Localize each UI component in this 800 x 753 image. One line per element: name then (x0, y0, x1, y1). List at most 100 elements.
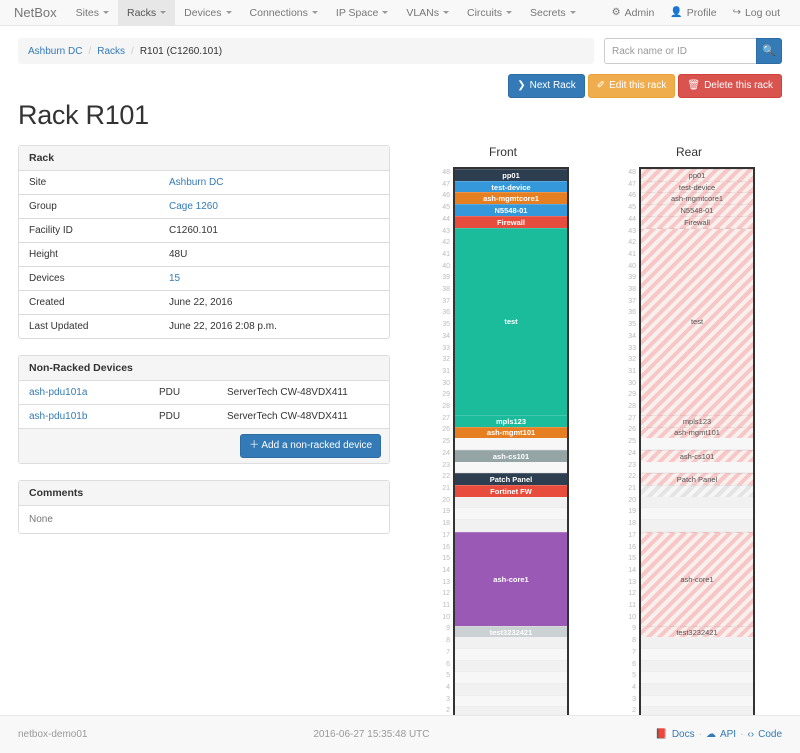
front-rack-frame[interactable]: pp01 test-device ash-mgmtcore1 N5548-01 Fire… (453, 167, 569, 731)
breadcrumb-racks[interactable]: Racks (97, 45, 126, 57)
rack-device-mpls123[interactable]: mpls123 (455, 414, 567, 427)
rack-device-test[interactable]: test (455, 227, 567, 415)
rack-device-pp01[interactable]: pp01 (455, 169, 567, 181)
nav-item-vlans[interactable]: VLANs (397, 0, 458, 25)
rack-unit-25[interactable] (455, 438, 567, 450)
next-rack-button[interactable]: ❯ Next Rack (508, 74, 585, 98)
nonracked-devices-panel: Non-Racked Devices ash-pdu101a PDU ServerT… (18, 355, 390, 464)
rack-device-firewall[interactable]: Firewall (455, 215, 567, 228)
rack-device-reserved-u21[interactable] (641, 485, 753, 497)
rack-unit-7[interactable] (641, 649, 753, 661)
rack-device-test-device[interactable]: test-device (641, 180, 753, 193)
rack-device-ash-cs101[interactable]: ash-cs101 (641, 450, 753, 462)
rack-unit-3[interactable] (641, 696, 753, 708)
page-content: Ashburn DC / Racks / R101 (C1260.101) 🔍 … (0, 26, 800, 731)
breadcrumb-site[interactable]: Ashburn DC (28, 45, 83, 57)
device-name-cell[interactable]: ash-pdu101a (19, 381, 149, 405)
unit-label-40: 40 (442, 262, 450, 270)
rack-device-ash-mgmtcore1[interactable]: ash-mgmtcore1 (455, 192, 567, 205)
rack-unit-19[interactable] (641, 508, 753, 521)
rack-device-mpls123[interactable]: mpls123 (641, 414, 753, 427)
rack-device-test-device[interactable]: test-device (455, 180, 567, 193)
nav-item-label: Racks (126, 6, 157, 19)
rack-info-value[interactable]: Cage 1260 (159, 194, 389, 219)
edit-this-rack-button[interactable]: ✐ Edit this rack (587, 74, 676, 98)
rack-unit-23[interactable] (641, 462, 753, 474)
rack-device-label: Firewall (497, 217, 525, 227)
nav-item-secrets[interactable]: Secrets (521, 0, 585, 25)
rack-unit-4[interactable] (641, 683, 753, 696)
rack-unit-18[interactable] (455, 520, 567, 532)
rack-unit-18[interactable] (641, 520, 753, 532)
rack-info-link[interactable]: 15 (169, 273, 181, 284)
unit-label-10: 10 (628, 613, 636, 621)
rack-unit-3[interactable] (455, 696, 567, 708)
rack-unit-6[interactable] (641, 660, 753, 673)
rack-info-link[interactable]: Ashburn DC (169, 177, 224, 188)
rack-device-ash-core1[interactable]: ash-core1 (455, 532, 567, 626)
rack-unit-25[interactable] (641, 438, 753, 450)
nav-item-devices[interactable]: Devices (175, 0, 240, 25)
device-link[interactable]: ash-pdu101a (29, 387, 88, 398)
rack-unit-19[interactable] (455, 508, 567, 521)
rack-device-n5548-01[interactable]: N5548-01 (455, 204, 567, 216)
rack-info-link[interactable]: Cage 1260 (169, 201, 218, 212)
footer-link-api[interactable]: ☁ API (706, 729, 736, 740)
brand-logo[interactable]: NetBox (14, 5, 57, 20)
rack-unit-8[interactable] (455, 637, 567, 649)
rack-device-ash-core1[interactable]: ash-core1 (641, 532, 753, 626)
rack-unit-5[interactable] (641, 672, 753, 684)
rack-unit-23[interactable] (455, 462, 567, 474)
rack-device-pp01[interactable]: pp01 (641, 169, 753, 181)
search-input[interactable] (604, 38, 756, 64)
rack-device-test[interactable]: test (641, 227, 753, 415)
rack-unit-6[interactable] (455, 660, 567, 673)
left-column: Rack Site Ashburn DC Group Cage 1260 Facilit… (18, 145, 390, 550)
rack-device-n5548-01[interactable]: N5548-01 (641, 204, 753, 216)
rack-device-ash-cs101[interactable]: ash-cs101 (455, 450, 567, 462)
search-button[interactable]: 🔍 (756, 38, 782, 64)
rack-device-ash-mgmtcore1[interactable]: ash-mgmtcore1 (641, 192, 753, 205)
nav-item-circuits[interactable]: Circuits (458, 0, 521, 25)
rear-unit-labels: 48 47 46 45 44 43 42 41 40 39 38 37 36 35 34 33 32 31 30 29… (623, 167, 639, 729)
add-nonracked-device-button[interactable]: ＋ Add a non-racked device (240, 434, 381, 458)
rack-unit-4[interactable] (455, 683, 567, 696)
rear-rack-frame[interactable]: pp01 test-device ash-mgmtcore1 N5548-01 Fire… (639, 167, 755, 731)
rack-unit-20[interactable] (455, 496, 567, 509)
nav-item-racks[interactable]: Racks (117, 0, 176, 25)
rack-info-value[interactable]: Ashburn DC (159, 171, 389, 195)
unit-label-47: 47 (628, 180, 636, 188)
device-link[interactable]: ash-pdu101b (29, 411, 88, 422)
rack-device-label: N5548-01 (680, 205, 714, 215)
rack-info-table: Site Ashburn DC Group Cage 1260 Facility ID C… (19, 171, 389, 338)
rack-device-label: pp01 (502, 170, 520, 180)
device-name-cell[interactable]: ash-pdu101b (19, 404, 149, 428)
footer-link-docs[interactable]: 📕 Docs (655, 729, 694, 740)
nav-item-ip-space[interactable]: IP Space (327, 0, 397, 25)
rack-device-test3232421[interactable]: test3232421 (641, 625, 753, 638)
rack-device-ash-mgmt101[interactable]: ash-mgmt101 (641, 426, 753, 439)
nav-item-log-out[interactable]: ↪ Log out (725, 0, 788, 25)
device-role-cell: PDU (149, 404, 217, 428)
rack-device-fortinet-fw[interactable]: Fortinet FW (455, 485, 567, 497)
rack-device-ash-mgmt101[interactable]: ash-mgmt101 (455, 426, 567, 439)
footer-hostname: netbox-demo01 (18, 729, 88, 740)
footer-link-label: Docs (671, 729, 695, 740)
footer-link-code[interactable]: ‹› Code (747, 729, 782, 740)
rack-action-buttons: ❯ Next Rack ✐ Edit this rack 🗑 Delete this ra… (18, 74, 782, 98)
rack-device-test3232421[interactable]: test3232421 (455, 625, 567, 638)
rack-device-patch-panel[interactable]: Patch Panel (641, 473, 753, 486)
delete-this-rack-button[interactable]: 🗑 Delete this rack (678, 74, 782, 98)
rack-device-patch-panel[interactable]: Patch Panel (455, 473, 567, 486)
nav-item-sites[interactable]: Sites (67, 0, 118, 25)
nav-item-admin[interactable]: ⚙ Admin (604, 0, 663, 25)
table-row: ash-pdu101b PDU ServerTech CW-48VDX411 (19, 404, 389, 428)
rack-info-value[interactable]: 15 (159, 266, 389, 291)
rack-unit-5[interactable] (455, 672, 567, 684)
nav-item-profile[interactable]: 👤 Profile (662, 0, 724, 25)
rack-unit-20[interactable] (641, 496, 753, 509)
rack-device-firewall[interactable]: Firewall (641, 215, 753, 228)
rack-unit-7[interactable] (455, 649, 567, 661)
rack-unit-8[interactable] (641, 637, 753, 649)
nav-item-connections[interactable]: Connections (241, 0, 327, 25)
